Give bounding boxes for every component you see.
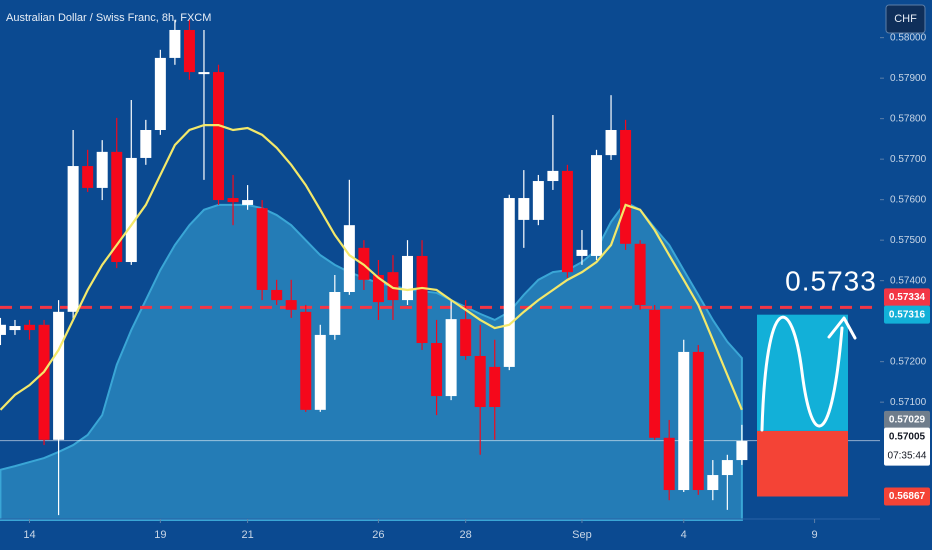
x-tick-label: 14	[23, 529, 35, 541]
x-tick-label: 21	[241, 529, 253, 541]
y-tick-label: 0.57800	[890, 113, 927, 124]
candle-body	[416, 255, 428, 344]
candle-body	[576, 249, 588, 256]
candle-body	[692, 351, 704, 491]
candle-body	[431, 343, 443, 397]
candle-body	[300, 311, 312, 410]
candle-body	[314, 334, 326, 410]
candle-body	[53, 311, 65, 440]
target-tag-bg	[884, 305, 930, 324]
y-tick-label: 0.57900	[890, 73, 927, 84]
stop-tag-bg	[884, 487, 930, 506]
candle-body	[387, 272, 399, 301]
entry-tag-bg	[884, 410, 930, 429]
candle-body	[736, 441, 748, 461]
candle-body	[285, 300, 297, 310]
moving-average	[0, 124, 743, 411]
candle-body	[213, 72, 225, 201]
plot-area	[0, 19, 880, 521]
candle-body	[82, 166, 94, 188]
stop-zone	[757, 430, 848, 497]
candle-body	[663, 437, 675, 491]
x-tick-label: 19	[154, 529, 166, 541]
countdown: 07:35:44	[888, 450, 927, 461]
candle-body	[474, 355, 486, 408]
candle-body	[271, 289, 283, 301]
candle-body	[67, 166, 79, 312]
candle-body	[0, 324, 6, 335]
candle-body	[591, 155, 603, 256]
projection-arrowhead	[827, 316, 857, 340]
x-tick-label: 26	[372, 529, 384, 541]
candle-body	[372, 274, 384, 303]
candle-body	[9, 326, 21, 331]
chart-title: Australian Dollar / Swiss Franc, 8h, FXC…	[6, 12, 211, 24]
x-tick-label: 28	[460, 529, 472, 541]
candle-body	[402, 255, 414, 301]
currency-label[interactable]: CHF	[894, 13, 917, 25]
currency-button-bg[interactable]	[885, 4, 926, 34]
candle-body	[634, 243, 646, 305]
candle-body	[329, 291, 341, 335]
candle-body	[721, 460, 733, 476]
x-tick-label: Sep	[572, 529, 592, 541]
last-price-tag-bg	[884, 427, 930, 466]
candle-body	[24, 324, 36, 331]
candle-body	[518, 198, 530, 220]
candle-body	[343, 225, 355, 292]
candle-body	[96, 151, 108, 188]
y-tick-label: 0.57200	[890, 356, 927, 367]
candle-body	[620, 130, 632, 244]
candle-body	[169, 29, 181, 58]
candle-body	[111, 151, 123, 263]
candle-body	[183, 29, 195, 73]
candle-body	[198, 72, 210, 75]
candle-body	[489, 366, 501, 408]
projection-curve	[760, 315, 844, 432]
resistance-tag: 0.57334	[889, 292, 926, 303]
resistance-tag-bg	[884, 288, 930, 307]
currency-button[interactable]: CHF	[885, 4, 926, 34]
candle-body	[707, 475, 719, 491]
x-tick-label: 9	[812, 529, 818, 541]
candle-body	[38, 324, 50, 440]
candle-body	[503, 198, 515, 367]
candle-body	[256, 208, 268, 290]
y-tick-label: 0.57400	[890, 275, 927, 286]
stop-tag: 0.56867	[889, 491, 926, 502]
y-tick-label: 0.57100	[890, 397, 927, 408]
candle-body	[154, 57, 166, 130]
candle-body	[242, 200, 254, 205]
candle-body	[561, 170, 573, 273]
candle-body	[547, 170, 559, 182]
candle-body	[460, 319, 472, 356]
y-tick-label: 0.57600	[890, 194, 927, 205]
candle-body	[605, 130, 617, 156]
y-tick-label: 0.57700	[890, 154, 927, 165]
candle-body	[649, 309, 661, 438]
candle-body	[227, 198, 239, 203]
overlay: 0.5733	[757, 265, 877, 497]
target-annotation: 0.5733	[785, 265, 877, 296]
x-tick-label: 4	[681, 529, 687, 541]
candle-body	[140, 130, 152, 158]
candle-body	[678, 351, 690, 491]
candle-body	[445, 319, 457, 397]
entry-tag: 0.57029	[889, 415, 926, 426]
candle-body	[125, 157, 137, 263]
y-tick-label: 0.58000	[890, 32, 927, 43]
target-tag: 0.57316	[889, 309, 926, 320]
y-tick-label: 0.57500	[890, 235, 927, 246]
candle-body	[532, 181, 544, 220]
last-price-tag: 0.57005	[889, 431, 926, 442]
